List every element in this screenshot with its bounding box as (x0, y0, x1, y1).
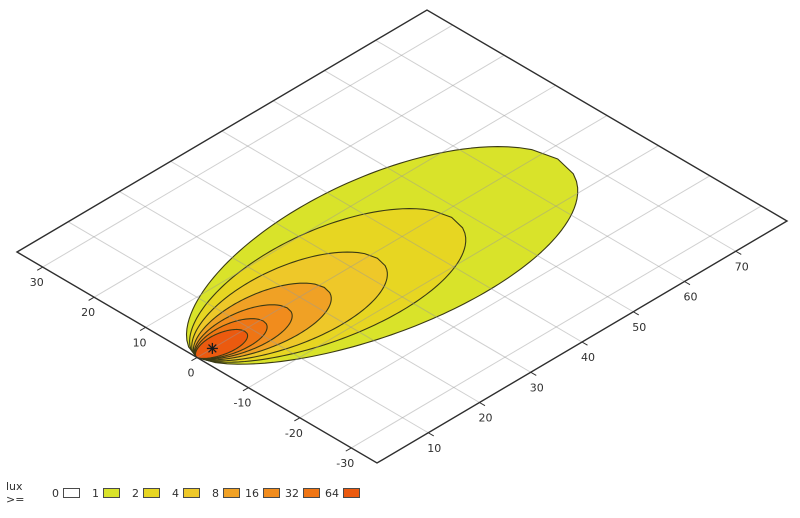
legend-swatch-64 (343, 488, 360, 498)
legend-label: lux >= (6, 480, 25, 506)
legend-swatch-32 (303, 488, 320, 498)
y-tick-0 (191, 357, 198, 362)
legend-entry-4: 4 (160, 487, 200, 500)
grid-line-x-70 (375, 39, 737, 252)
grid-line-x-30 (170, 160, 532, 373)
x-tick-label-50: 50 (632, 321, 646, 334)
grid-line-y--30 (351, 205, 762, 449)
grid-line-x-40 (221, 130, 583, 343)
x-tick-label-30: 30 (530, 381, 544, 394)
grid-line-y-20 (93, 54, 505, 298)
x-tick-10 (427, 432, 435, 437)
legend-entry-value: 0 (52, 486, 59, 500)
x-tick-40 (581, 341, 588, 346)
legend: lux >= 0 1 2 4 8 16 32 64 (6, 480, 360, 506)
legend-swatch-2 (143, 488, 160, 498)
legend-entry-64: 64 (320, 487, 360, 500)
grid-line-y-10 (145, 84, 556, 328)
legend-entry-value: 4 (172, 486, 179, 500)
grid-line-y-0 (196, 115, 608, 358)
legend-entry-1: 1 (80, 487, 120, 500)
y-tick-20 (88, 296, 95, 301)
legend-entry-value: 8 (212, 486, 219, 500)
contour-level-64 (194, 328, 249, 360)
lamp-marker-spoke (208, 344, 217, 353)
x-tick-label-60: 60 (684, 291, 698, 304)
grid-line-x-20 (119, 191, 480, 403)
y-tick-label-20: 20 (81, 306, 95, 319)
legend-entry-value: 32 (285, 486, 299, 500)
grid-line-x-60 (324, 70, 685, 282)
x-tick-label-40: 40 (581, 351, 595, 364)
y-tick--30 (345, 447, 352, 452)
y-tick-label--30: -30 (336, 457, 354, 470)
legend-swatch-8 (223, 488, 240, 498)
grid-line-x-50 (272, 100, 634, 313)
x-tick-label-20: 20 (479, 412, 493, 425)
legend-entry-8: 8 (200, 487, 240, 500)
y-tick-label-30: 30 (30, 276, 44, 289)
y-tick--10 (242, 387, 249, 392)
legend-entry-2: 2 (120, 487, 160, 500)
y-tick-label-10: 10 (133, 336, 147, 349)
legend-swatch-16 (263, 488, 280, 498)
x-tick-label-70: 70 (735, 260, 749, 273)
x-tick-label-10: 10 (427, 442, 441, 455)
legend-entry-0: 0 (40, 487, 80, 500)
grid-line-x-10 (67, 221, 429, 434)
legend-entry-value: 1 (92, 486, 99, 500)
y-tick-label-0: 0 (187, 367, 194, 380)
legend-swatch-0 (63, 488, 80, 498)
x-tick-70 (735, 250, 742, 255)
x-tick-30 (530, 371, 537, 376)
legend-entry-value: 16 (245, 486, 259, 500)
legend-entry-16: 16 (240, 487, 280, 500)
legend-swatch-4 (183, 488, 200, 498)
y-tick-10 (139, 326, 146, 332)
grid-line-y--20 (299, 175, 711, 419)
y-tick-30 (36, 266, 43, 271)
grid-line-y--10 (248, 145, 659, 389)
legend-entry-32: 32 (280, 487, 320, 500)
y-tick-label--10: -10 (233, 397, 251, 410)
plot-border (15, 9, 789, 464)
x-tick-60 (684, 281, 691, 286)
legend-swatch-1 (103, 488, 120, 498)
legend-entry-value: 64 (325, 486, 339, 500)
y-tick-label--20: -20 (285, 427, 303, 440)
x-tick-50 (632, 311, 640, 316)
y-tick--20 (294, 417, 301, 422)
x-tick-20 (479, 402, 486, 407)
grid-line-y-30 (42, 24, 453, 268)
legend-entry-value: 2 (132, 486, 139, 500)
